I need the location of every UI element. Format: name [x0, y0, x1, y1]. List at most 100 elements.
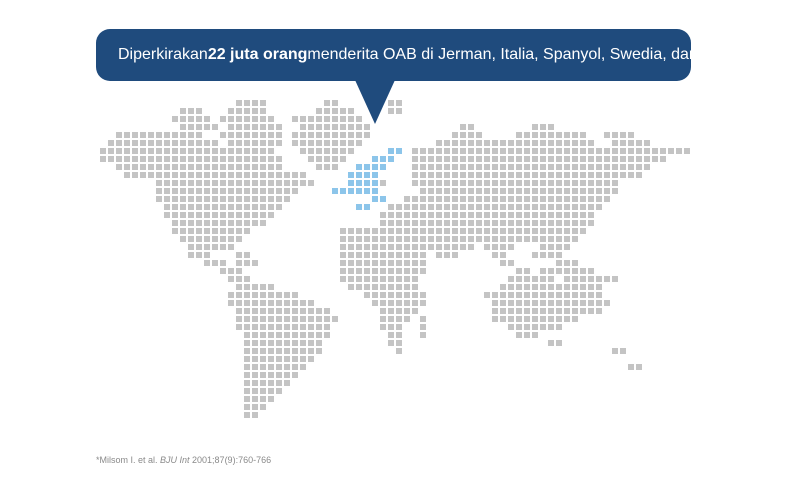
map-dot — [148, 164, 154, 170]
map-dot — [436, 172, 442, 178]
map-dot — [260, 148, 266, 154]
map-dot — [556, 292, 562, 298]
map-dot — [268, 396, 274, 402]
map-dot — [212, 140, 218, 146]
map-dot — [588, 300, 594, 306]
map-dot — [124, 140, 130, 146]
map-dot — [292, 316, 298, 322]
map-dot — [652, 156, 658, 162]
map-dot — [116, 140, 122, 146]
map-dot — [380, 244, 386, 250]
map-dot — [372, 300, 378, 306]
map-dot — [300, 180, 306, 186]
map-dot — [148, 172, 154, 178]
map-dot — [356, 252, 362, 258]
map-dot — [564, 148, 570, 154]
map-dot — [556, 236, 562, 242]
map-dot — [540, 228, 546, 234]
map-dot — [516, 308, 522, 314]
map-dot — [284, 180, 290, 186]
map-dot — [268, 348, 274, 354]
map-dot — [316, 108, 322, 114]
map-dot — [540, 156, 546, 162]
map-dot — [420, 260, 426, 266]
map-dot — [396, 236, 402, 242]
map-dot — [388, 220, 394, 226]
map-dot — [628, 132, 634, 138]
map-dot — [524, 236, 530, 242]
footnote: *Milsom I. et al. BJU Int 2001;87(9):760… — [96, 455, 271, 465]
map-dot — [420, 252, 426, 258]
map-dot — [572, 284, 578, 290]
map-dot — [220, 196, 226, 202]
map-dot — [316, 348, 322, 354]
map-dot — [252, 196, 258, 202]
map-dot — [404, 212, 410, 218]
map-dot — [292, 140, 298, 146]
map-dot — [236, 188, 242, 194]
map-dot — [332, 316, 338, 322]
map-dot-highlight — [372, 172, 378, 178]
map-dot — [604, 156, 610, 162]
map-dot — [292, 356, 298, 362]
map-dot — [476, 228, 482, 234]
map-dot — [364, 292, 370, 298]
map-dot — [212, 188, 218, 194]
map-dot — [428, 156, 434, 162]
map-dot — [348, 228, 354, 234]
map-dot — [452, 196, 458, 202]
map-dot — [156, 140, 162, 146]
map-dot — [580, 284, 586, 290]
map-dot — [324, 332, 330, 338]
map-dot — [204, 164, 210, 170]
map-dot — [348, 116, 354, 122]
map-dot — [596, 276, 602, 282]
map-dot — [244, 396, 250, 402]
map-dot — [436, 180, 442, 186]
map-dot — [348, 284, 354, 290]
map-dot — [196, 148, 202, 154]
map-dot — [468, 132, 474, 138]
map-dot — [572, 172, 578, 178]
map-dot — [404, 228, 410, 234]
map-dot — [428, 204, 434, 210]
map-dot — [244, 372, 250, 378]
map-dot — [268, 148, 274, 154]
map-dot — [348, 260, 354, 266]
map-dot — [316, 124, 322, 130]
map-dot — [156, 164, 162, 170]
map-dot — [292, 180, 298, 186]
map-dot — [188, 108, 194, 114]
map-dot — [508, 300, 514, 306]
map-dot — [164, 180, 170, 186]
map-dot — [276, 364, 282, 370]
map-dot — [212, 124, 218, 130]
map-dot — [572, 204, 578, 210]
map-dot — [236, 236, 242, 242]
map-dot — [524, 180, 530, 186]
map-dot — [196, 164, 202, 170]
map-dot — [204, 188, 210, 194]
map-dot — [436, 236, 442, 242]
map-dot — [316, 132, 322, 138]
map-dot — [468, 220, 474, 226]
map-dot — [524, 172, 530, 178]
map-dot — [180, 164, 186, 170]
map-dot — [324, 308, 330, 314]
map-dot — [244, 308, 250, 314]
map-dot — [516, 316, 522, 322]
callout-text-bold: 22 juta orang — [207, 46, 308, 63]
map-dot — [148, 156, 154, 162]
map-dot — [300, 316, 306, 322]
map-dot — [372, 244, 378, 250]
map-dot — [412, 236, 418, 242]
map-dot — [580, 140, 586, 146]
map-dot — [284, 324, 290, 330]
map-dot — [620, 132, 626, 138]
map-dot — [244, 148, 250, 154]
map-dot — [532, 236, 538, 242]
map-dot — [172, 180, 178, 186]
map-dot — [564, 228, 570, 234]
map-dot — [252, 140, 258, 146]
map-dot — [172, 132, 178, 138]
